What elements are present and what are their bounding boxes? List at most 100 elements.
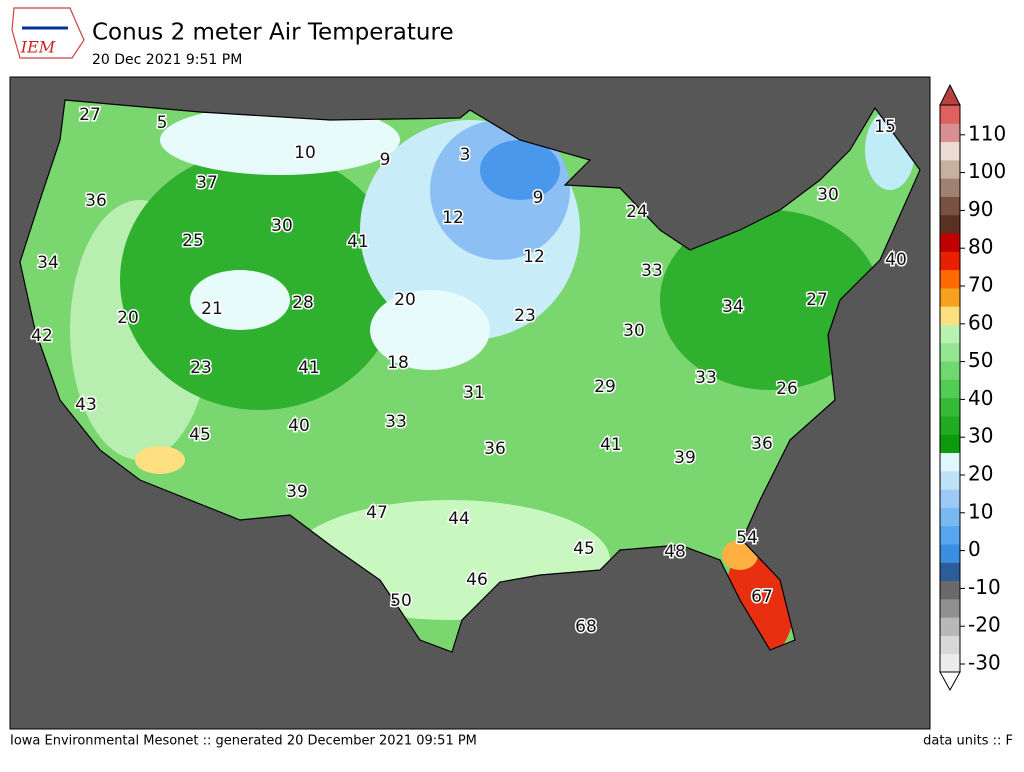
colorbar-segment [940,233,960,252]
colorbar-tick-label: 30 [968,424,993,448]
logo-outline [11,7,85,59]
colorbar-segment [940,470,960,490]
temperature-label: 31 [463,383,485,403]
map: 27 5 10 9 3 15 37 36 9 30 24 12 30 41 25 34 12 40 33 20 28 21… [9,76,931,730]
colorbar-segment [940,251,960,271]
temperature-label: 29 [594,377,616,397]
temperature-label: 67 [751,587,773,607]
title: Conus 2 meter Air Temperature [92,20,454,46]
colorbar-tick-label: 50 [968,348,993,372]
colorbar-segment [940,306,960,325]
temperature-label: 48 [664,542,686,562]
temperature-label: 24 [626,202,648,222]
temperature-label: 26 [776,379,798,399]
temperature-label: 33 [385,412,407,432]
colorbar-segment [940,489,960,508]
colorbar-segment [940,214,960,234]
temperature-label: 45 [189,425,211,445]
colorbar-top-arrow [939,83,961,106]
temperature-label: 43 [75,395,97,415]
temperature-label: 5 [157,113,168,133]
colorbar-segment [940,635,960,655]
footer-left: Iowa Environmental Mesonet :: generated … [10,734,477,749]
colorbar-segment [940,123,960,143]
temperature-label: 12 [442,208,464,228]
temperature-label: 42 [31,326,53,346]
colorbar-segment [940,287,960,307]
temperature-label: 39 [674,448,696,468]
colorbar-tick-label: -10 [968,575,1001,599]
colorbar-segment [940,196,960,216]
temperature-label: 40 [288,416,310,436]
temperature-label: 44 [448,509,470,529]
temperature-label: 9 [533,188,544,208]
temperature-label: 18 [387,353,409,373]
logo: IEM [11,7,85,59]
temperature-label: 10 [294,143,316,163]
temperature-label: 40 [885,250,907,270]
temperature-label: 68 [575,617,597,637]
colorbar-tick-label: 40 [968,386,993,410]
colorbar-segment [940,141,960,161]
temperature-label: 30 [623,321,645,341]
temperature-label: 36 [751,434,773,454]
temperature-label: 50 [390,591,412,611]
temperature-label: 27 [79,105,101,125]
colorbar-segment [940,105,960,124]
temperature-label: 20 [117,308,139,328]
colorbar-tick-label: 60 [968,310,993,334]
colorbar-segment [940,653,960,673]
temperature-label: 41 [298,358,320,378]
temperature-label: 45 [573,539,595,559]
subtitle: 20 Dec 2021 9:51 PM [92,52,242,68]
colorbar-segment [940,361,960,380]
temperature-label: 23 [190,358,212,378]
colorbar-segment [940,269,960,289]
colorbar-segment [940,617,960,636]
temperature-label: 33 [641,261,663,281]
temperature-label: 34 [37,253,59,273]
temperature-label: 3 [460,145,471,165]
footer-right: data units :: F [923,734,1013,749]
logo-text: IEM [20,38,56,57]
colorbar-tick-label: -20 [968,613,1001,637]
colorbar-segment [940,580,960,600]
colorbar-tick-label: 110 [968,121,1006,145]
colorbar-tick-label: -30 [968,651,1001,675]
temperature-label: 30 [817,185,839,205]
temperature-label: 27 [806,290,828,310]
colorbar-segment [940,562,960,582]
temperature-label: 20 [394,290,416,310]
colorbar-segment [940,379,960,399]
colorbar-frame [939,104,961,673]
colorbar-bottom-arrow [939,671,961,692]
temperature-label: 37 [196,173,218,193]
temperature-label: 33 [695,368,717,388]
colorbar-tick-label: 20 [968,462,993,486]
colorbar-tick-label: 90 [968,197,993,221]
colorbar-segment [940,415,960,435]
temperature-label: 41 [600,435,622,455]
colorbar-segment [940,598,960,618]
colorbar-segment [940,434,960,454]
temperature-label: 36 [85,191,107,211]
temperature-label: 25 [182,231,204,251]
colorbar-segment [940,452,960,472]
temperature-label: 15 [874,117,896,137]
colorbar-segment [940,178,960,197]
colorbar-tick-label: 10 [968,499,993,523]
colorbar-segment [940,543,960,563]
temperature-label: 28 [292,293,314,313]
temperature-label: 30 [271,216,293,236]
temperature-label: 12 [523,247,545,267]
colorbar-segment [940,159,960,179]
temperature-label: 36 [484,439,506,459]
temperature-label: 47 [366,503,388,523]
colorbar-segment [940,507,960,527]
colorbar-segment [940,324,960,344]
temperature-label: 41 [347,232,369,252]
temperature-label: 23 [514,306,536,326]
colorbar-segment [940,525,960,545]
colorbar-segment [940,397,960,417]
temperature-label: 46 [466,570,488,590]
